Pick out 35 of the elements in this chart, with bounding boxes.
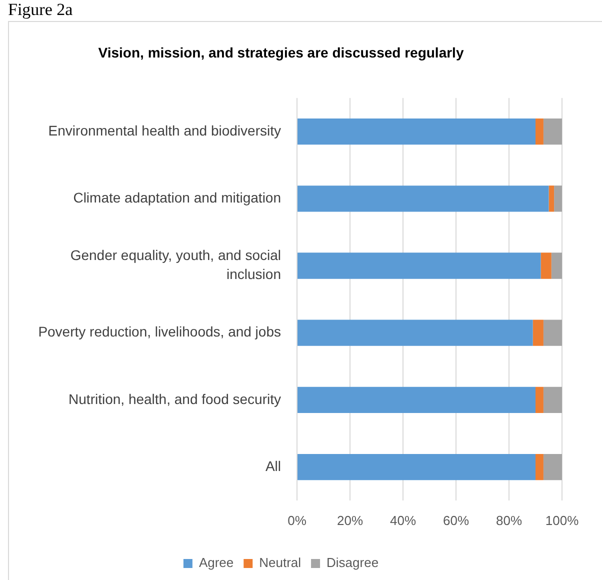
y-tick-label: Poverty reduction, livelihoods, and jobs xyxy=(38,324,281,340)
bar xyxy=(543,454,562,480)
bar xyxy=(543,386,562,414)
bar xyxy=(543,320,562,346)
bar xyxy=(298,320,533,346)
y-tick-label: Gender equality, youth, and social inclusion xyxy=(70,247,281,282)
bar xyxy=(554,186,562,212)
bar xyxy=(540,252,552,279)
bar xyxy=(536,386,544,414)
bar xyxy=(298,454,536,480)
legend-label: Disagree xyxy=(326,555,379,570)
y-tick-label: All xyxy=(265,458,281,474)
x-tick-label: 80% xyxy=(496,512,522,528)
bar xyxy=(298,252,541,279)
x-tick-label: 100% xyxy=(545,512,580,528)
chart-title: Vision, mission, and strategies are discussed regularly xyxy=(98,44,464,60)
bar xyxy=(298,386,536,414)
bar xyxy=(551,252,562,279)
caption: Figure 2a xyxy=(8,0,73,20)
bar xyxy=(298,118,536,145)
bar xyxy=(548,186,554,212)
bar xyxy=(532,320,544,346)
legend-label: Agree xyxy=(198,555,234,570)
y-tick-label: Nutrition, health, and food security xyxy=(68,390,281,407)
y-tick-label: Environmental health and biodiversity xyxy=(48,122,281,138)
x-tick-label: 0% xyxy=(288,512,307,528)
bar xyxy=(536,118,544,145)
bar xyxy=(543,118,562,145)
x-tick-label: 20% xyxy=(336,512,364,528)
x-tick-label: 60% xyxy=(442,512,470,528)
legend-label: Neutral xyxy=(259,555,302,570)
bar xyxy=(536,454,544,480)
y-tick-label: Climate adaptation and mitigation xyxy=(73,190,281,206)
x-tick-label: 40% xyxy=(390,512,416,528)
bar xyxy=(298,186,549,212)
